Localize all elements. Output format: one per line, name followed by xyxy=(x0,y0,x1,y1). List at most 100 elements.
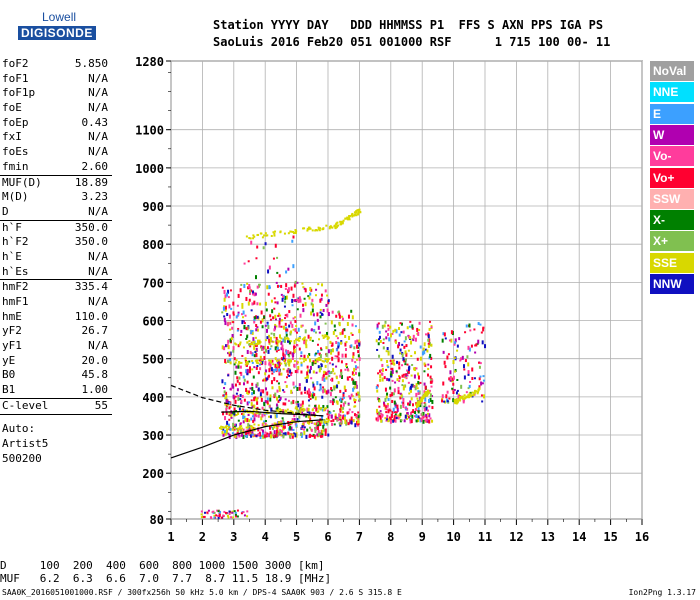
legend-item: SSW xyxy=(650,188,694,209)
sse-echo xyxy=(307,422,310,425)
sse-echo xyxy=(240,425,243,428)
echo-dot xyxy=(283,305,286,308)
echo-dot xyxy=(316,422,319,425)
sse-echo xyxy=(258,342,261,345)
echo-dot xyxy=(358,329,361,334)
echo-dot xyxy=(300,351,303,355)
echo-dot xyxy=(319,434,322,438)
param-label: h`Es xyxy=(2,264,29,278)
param-row: h`F2 350.0 xyxy=(0,235,112,250)
echo-dot xyxy=(423,415,426,418)
param-label: h`F xyxy=(2,220,22,234)
echo-dot xyxy=(275,346,278,349)
echo-dot xyxy=(415,419,418,423)
sse-echo xyxy=(356,209,359,212)
param-row: foF1p N/A xyxy=(0,86,112,101)
sse-echo xyxy=(251,343,254,346)
sse-echo xyxy=(302,227,305,230)
echo-dot xyxy=(353,413,356,417)
echo-dot xyxy=(311,298,314,302)
param-value: N/A xyxy=(88,264,108,278)
echo-dot xyxy=(276,301,279,305)
echo-dot xyxy=(331,377,334,382)
echo-dot xyxy=(308,393,311,398)
echo-dot xyxy=(275,340,278,345)
echo-dot xyxy=(235,410,238,413)
echo-dot xyxy=(451,331,454,336)
echo-dot xyxy=(290,330,293,334)
echo-dot xyxy=(293,284,296,288)
echo-dot xyxy=(423,362,426,366)
echo-dot xyxy=(395,416,398,419)
sse-echo xyxy=(303,227,306,230)
echo-dot xyxy=(319,383,322,386)
sse-echo xyxy=(341,221,344,224)
echo-dot xyxy=(477,322,480,326)
echo-dot xyxy=(401,364,404,367)
sse-echo xyxy=(420,399,423,402)
echo-dot xyxy=(358,394,361,398)
echo-dot xyxy=(335,314,338,318)
echo-dot xyxy=(386,404,389,408)
echo-dot xyxy=(292,264,295,269)
echo-dot xyxy=(256,245,259,249)
echo-dot xyxy=(301,400,304,405)
echo-dot xyxy=(467,373,470,376)
echo-dot xyxy=(300,370,303,374)
sse-echo xyxy=(419,400,422,403)
echo-dot xyxy=(242,316,245,319)
echo-dot xyxy=(400,393,403,398)
echo-dot xyxy=(390,418,393,421)
echo-dot xyxy=(310,411,313,416)
echo-dot xyxy=(337,358,340,363)
echo-dot xyxy=(397,345,400,349)
echo-dot xyxy=(333,324,336,328)
echo-dot xyxy=(329,378,332,381)
echo-dot xyxy=(253,397,256,402)
sse-echo xyxy=(476,391,479,394)
echo-dot xyxy=(281,319,284,322)
echo-dot xyxy=(392,392,395,396)
echo-dot xyxy=(304,377,307,380)
echo-dot xyxy=(338,322,341,327)
echo-dot xyxy=(456,389,459,392)
echo-dot xyxy=(249,350,252,354)
sse-echo xyxy=(218,427,221,430)
echo-dot xyxy=(325,352,328,357)
echo-dot xyxy=(335,416,338,420)
echo-dot xyxy=(408,392,411,395)
echo-dot xyxy=(314,404,317,408)
echo-dot xyxy=(353,346,356,350)
echo-dot xyxy=(412,339,415,342)
echo-dot xyxy=(227,423,230,427)
echo-dot xyxy=(443,400,446,403)
param-label: foF1 xyxy=(2,71,29,85)
echo-dot xyxy=(427,409,430,412)
param-row: yF2 26.7 xyxy=(0,324,112,339)
echo-dot xyxy=(396,407,399,412)
echo-dot xyxy=(380,358,383,362)
echo-dot xyxy=(306,365,309,369)
echo-dot xyxy=(413,367,416,371)
echo-dot xyxy=(357,346,360,349)
echo-dot xyxy=(444,365,447,369)
echo-dot xyxy=(423,350,426,355)
echo-dot xyxy=(290,371,293,376)
sse-echo xyxy=(250,425,253,428)
echo-dot xyxy=(253,319,256,324)
echo-dot xyxy=(283,390,286,393)
sse-echo xyxy=(307,226,310,229)
echo-dot xyxy=(380,369,383,372)
echo-dot xyxy=(242,415,245,420)
sse-echo xyxy=(246,411,249,414)
echo-dot xyxy=(287,287,290,292)
echo-dot xyxy=(256,406,259,409)
echo-dot xyxy=(327,299,330,303)
sse-echo xyxy=(284,409,287,412)
sse-echo xyxy=(423,395,426,398)
echo-dot xyxy=(278,399,281,402)
echo-dot xyxy=(278,395,281,399)
echo-dot xyxy=(393,411,396,414)
echo-dot xyxy=(280,429,283,433)
echo-dot xyxy=(278,387,281,392)
